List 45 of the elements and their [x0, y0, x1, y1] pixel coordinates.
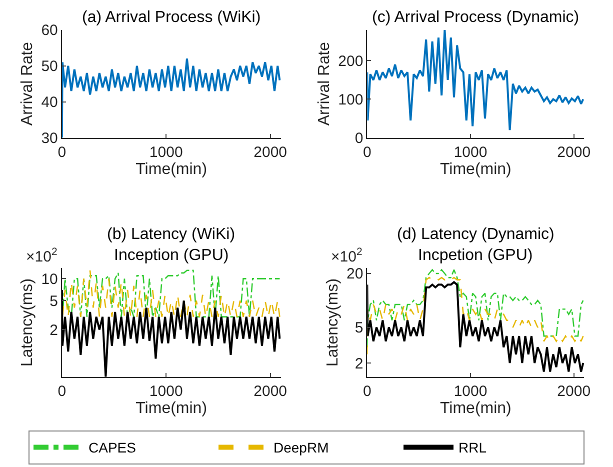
x-axis-title: Time(min) [440, 400, 512, 417]
y-tick-label: 200 [338, 52, 364, 70]
text: ×10$^{2}$ [331, 246, 362, 266]
text: ×10$^{2}$ [26, 246, 58, 266]
chart-title: (d) Latency (Dynamic) [397, 226, 554, 243]
x-tick-label: 2000 [557, 382, 591, 400]
line-series [62, 270, 280, 318]
y-axis-title: Latency(ms) [19, 278, 36, 366]
chart-subtitle: Inception (GPU) [114, 247, 229, 264]
line-series [367, 269, 584, 348]
x-axis-title: Time(min) [136, 400, 208, 417]
y-axis-title: Arrival Rate [316, 42, 334, 126]
x-tick-label: 1000 [149, 144, 183, 161]
y-tick-label: 100 [338, 91, 364, 108]
x-tick-label: 1000 [149, 382, 183, 400]
legend-label: CAPES [88, 440, 136, 456]
x-tick-label: 1000 [454, 144, 488, 161]
chart-title: (a) Arrival Process (WiKi) [82, 9, 261, 26]
legend-label: DeepRM [274, 440, 329, 456]
line-series [367, 276, 584, 355]
x-tick-label: 1000 [454, 382, 488, 400]
y-tick-label: 30 [41, 130, 58, 148]
chart-subtitle: Incpetion (GPU) [418, 247, 533, 264]
y-tick-label: 2 [354, 355, 364, 372]
y-tick-label: 50 [41, 58, 58, 76]
chart-title: (b) Latency (WiKi) [107, 226, 236, 243]
x-tick-label: 2000 [557, 144, 591, 161]
y-tick-label: 2 [50, 322, 58, 339]
line-series [367, 30, 584, 132]
line-series [367, 281, 584, 373]
y-tick-label: 60 [41, 22, 58, 40]
y-axis-title: Latency(ms) [324, 278, 342, 366]
y-axis-title: Arrival Rate [19, 42, 36, 126]
legend-label: RRL [458, 440, 487, 456]
y-tick-label: 20 [346, 266, 364, 283]
y-tick-label: 40 [41, 94, 58, 112]
y-tick-label: 5 [354, 320, 364, 337]
x-tick-label: 2000 [254, 144, 288, 161]
y-tick-label: 5 [50, 292, 58, 310]
chart-title: (c) Arrival Process (Dynamic) [372, 9, 580, 26]
y-tick-label: 0 [354, 130, 364, 148]
x-axis-title: Time(min) [136, 160, 208, 178]
y-tick-label: 10 [41, 270, 58, 288]
x-tick-label: 2000 [254, 382, 288, 400]
x-axis-title: Time(min) [440, 160, 512, 178]
